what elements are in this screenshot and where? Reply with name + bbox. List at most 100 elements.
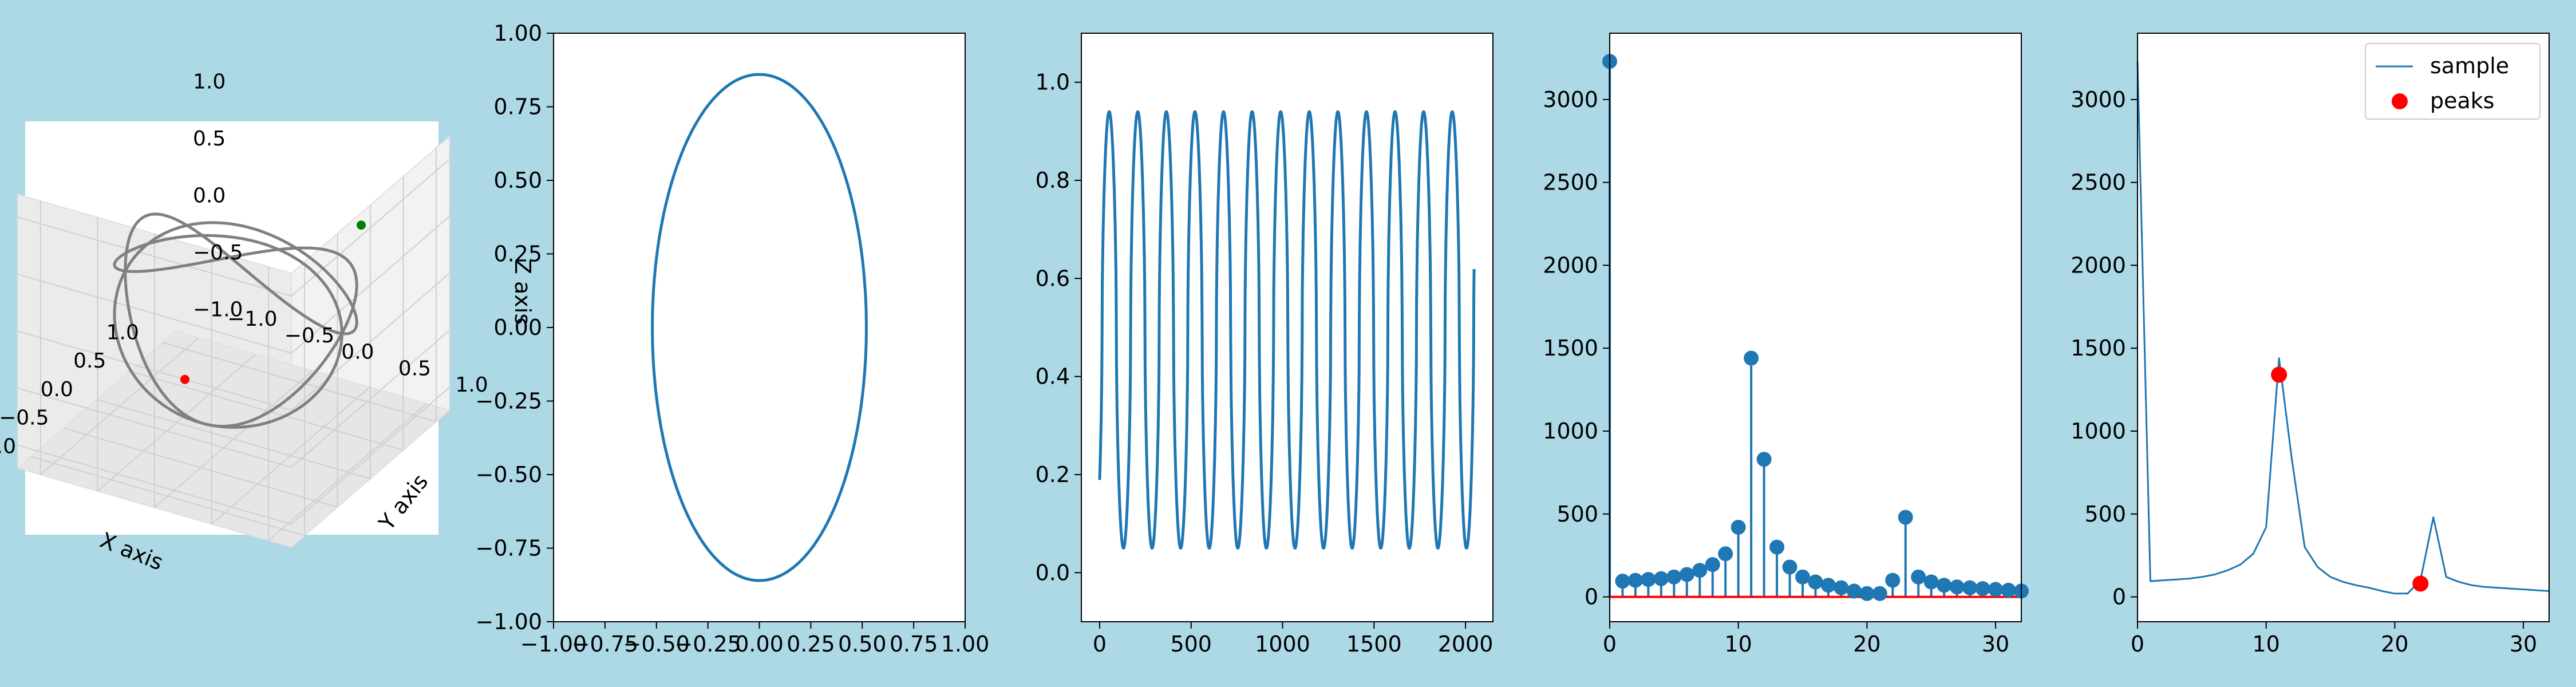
legend-sample-label: sample bbox=[2430, 53, 2509, 78]
y-tick-label: 0.5 bbox=[398, 357, 431, 380]
z-tick-label: 1.0 bbox=[193, 70, 226, 93]
y-tick-label: −0.25 bbox=[476, 389, 542, 414]
y-tick-label: 0 bbox=[2112, 585, 2126, 610]
panel-ellipse-plot-area bbox=[554, 33, 965, 622]
panel-stem-frame bbox=[1609, 33, 2022, 622]
panel-stem: 0 10 20 30 0 500 1000 1500 2000 2500 3000 bbox=[1543, 33, 2029, 657]
y-tick-label: 0.0 bbox=[1036, 560, 1070, 585]
x-tick-label: −0.75 bbox=[572, 631, 638, 657]
stem-marker bbox=[1653, 571, 1669, 586]
orbit-line bbox=[113, 212, 358, 429]
green-point bbox=[357, 220, 366, 230]
stem-marker bbox=[1795, 569, 1811, 585]
3d-orbit-curve bbox=[113, 212, 358, 429]
stem-marker bbox=[1782, 559, 1797, 575]
stem-marker bbox=[1679, 567, 1694, 582]
signal-ticks: 0 500 1000 1500 2000 0.0 0.2 0.4 0.6 0.8 1.0 bbox=[1036, 70, 1494, 657]
stem-marker bbox=[1923, 574, 1939, 590]
y-tick-label: 2000 bbox=[1543, 252, 1598, 278]
y-tick-label: 0.75 bbox=[493, 94, 542, 120]
y-tick-label: 1000 bbox=[2071, 418, 2126, 444]
x-tick-label: 0 bbox=[1603, 631, 1617, 657]
y-tick-label: 0.2 bbox=[1036, 462, 1070, 487]
panel-stem-plot-area bbox=[1610, 33, 2021, 622]
z-tick-label: −0.5 bbox=[193, 241, 243, 264]
y-tick-label: −1.0 bbox=[227, 307, 277, 331]
stem-marker bbox=[1627, 572, 1643, 588]
stem-marker bbox=[1756, 452, 1772, 467]
stem-marker bbox=[1975, 581, 1990, 597]
panel-signal-frame bbox=[1081, 33, 1494, 622]
z-tick-label: −1.0 bbox=[193, 298, 243, 322]
x-tick-label: 0.0 bbox=[41, 378, 73, 401]
red-point bbox=[180, 374, 189, 384]
y-tick-label: 2500 bbox=[2071, 170, 2126, 195]
stem-marker bbox=[1744, 350, 1759, 366]
grid-line bbox=[97, 217, 256, 492]
x-tick-label: −0.5 bbox=[0, 406, 49, 430]
y-tick-label: 0.0 bbox=[341, 341, 374, 364]
signal-line bbox=[1098, 110, 1476, 550]
x-tick-label: −0.50 bbox=[623, 631, 690, 657]
x-tick-label: 20 bbox=[2381, 631, 2408, 657]
grid-line bbox=[17, 386, 450, 525]
x-tick-label: 30 bbox=[1982, 631, 2009, 657]
grid-line bbox=[17, 159, 450, 297]
panel-ellipse: −1.00−0.75−0.50−0.250.00 0.25 0.50 0.75 1.00… bbox=[476, 21, 990, 657]
x-tick-label: 2000 bbox=[1438, 631, 1494, 657]
x-tick-label: 0.5 bbox=[73, 349, 106, 373]
stem-marker bbox=[1808, 574, 1823, 590]
y-tick-label: 0.00 bbox=[493, 315, 542, 340]
grid-line bbox=[268, 267, 427, 542]
x-tick-label: −1.00 bbox=[520, 631, 587, 657]
peak-marker bbox=[2412, 575, 2429, 592]
panel-peaks-frame bbox=[2137, 33, 2550, 622]
z-axis-label: Z axis bbox=[510, 259, 535, 325]
stem-marker bbox=[1859, 586, 1875, 601]
y-tick-label: 0.4 bbox=[1036, 364, 1070, 389]
grid-line bbox=[17, 216, 450, 354]
panel-peaks-plot-area bbox=[2138, 33, 2549, 622]
grid-line bbox=[39, 201, 199, 476]
stem-marker bbox=[1718, 546, 1733, 562]
peak-markers bbox=[2271, 366, 2429, 592]
x-tick-label: −1.0 bbox=[0, 435, 16, 459]
stem-marker bbox=[1846, 583, 1862, 599]
y-tick-label: −0.50 bbox=[476, 462, 542, 487]
y-tick-label: 500 bbox=[1556, 502, 1598, 527]
x-tick-label: 10 bbox=[2253, 631, 2280, 657]
ellipse-line bbox=[651, 73, 868, 582]
peak-marker bbox=[2271, 366, 2287, 383]
stem-marker bbox=[1872, 586, 1887, 601]
stem-marker bbox=[1911, 569, 1926, 585]
legend-peaks-swatch bbox=[2392, 93, 2408, 109]
y-tick-label: 0.50 bbox=[493, 168, 542, 193]
legend-box bbox=[2365, 43, 2541, 120]
stem-marker bbox=[1898, 510, 1913, 525]
stem-marker bbox=[1937, 578, 1952, 593]
x-tick-label: 10 bbox=[1725, 631, 1752, 657]
y-tick-label: 1.00 bbox=[493, 21, 542, 46]
stem-marker bbox=[1641, 572, 1656, 587]
grid-line bbox=[17, 330, 450, 468]
y-tick-label: −1.00 bbox=[476, 609, 542, 634]
stem-marker bbox=[1705, 557, 1720, 572]
grid-line bbox=[30, 262, 305, 536]
y-tick-label: 3000 bbox=[2071, 87, 2126, 112]
stem-marker bbox=[1769, 539, 1785, 555]
stem-ticks: 0 10 20 30 0 500 1000 1500 2000 2500 3000 bbox=[1543, 87, 2009, 657]
legend-peaks-label: peaks bbox=[2430, 88, 2495, 113]
x-tick-label: 0.75 bbox=[890, 631, 938, 657]
z-tick-label: 0.0 bbox=[193, 184, 226, 208]
x-tick-label: 1500 bbox=[1346, 631, 1402, 657]
x-tick-label: 0.25 bbox=[787, 631, 835, 657]
stem-marker bbox=[1988, 582, 2004, 597]
peaks-ticks: 0 10 20 30 0 500 1000 1500 2000 2500 3000 bbox=[2071, 87, 2537, 657]
y-tick-label: 2000 bbox=[2071, 252, 2126, 278]
y-tick-label: 0.25 bbox=[493, 242, 542, 267]
x-tick-label: 0.50 bbox=[838, 631, 887, 657]
x-tick-label: 0 bbox=[2131, 631, 2144, 657]
stem-marker bbox=[1692, 563, 1708, 578]
x-tick-label: 1000 bbox=[1255, 631, 1310, 657]
z-tick-label: 0.5 bbox=[193, 127, 226, 151]
